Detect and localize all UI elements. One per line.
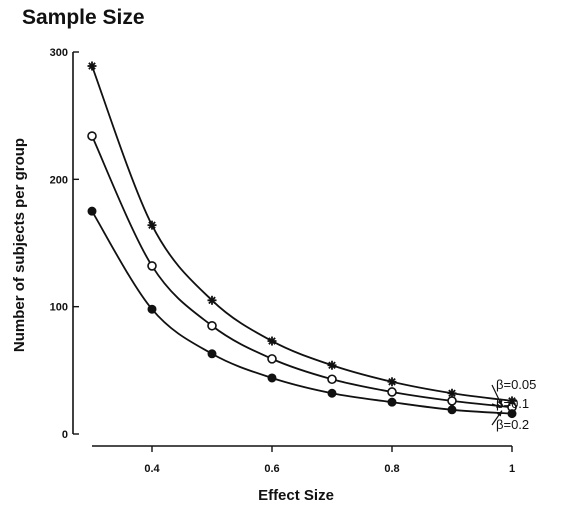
series-arrow-0 [491,384,503,407]
open-circle-marker [447,396,457,406]
x-tick-label: 0.4 [144,463,160,475]
chart-title: Sample Size [22,6,145,29]
filled-circle-marker [507,409,517,419]
open-circle-marker [207,320,217,331]
x-axis-title: Effect Size [258,487,334,504]
series-label-0: β=0.05 [496,377,536,392]
x-tick-label: 0.8 [384,463,399,475]
open-circle-marker [327,374,337,385]
filled-circle-marker [147,304,157,314]
series-curves [91,65,513,415]
series-line-1 [91,135,513,409]
y-tick-label: 0 [62,429,68,441]
filled-circle-marker [87,206,97,216]
open-circle-marker [147,261,157,271]
open-circle-marker [387,387,397,397]
asterisk-marker [147,220,157,230]
axes: 0 100 200 300 0.4 0.6 0.8 1 [50,47,515,475]
filled-circle-marker [327,388,337,398]
asterisk-marker [267,336,277,346]
y-axis-title: Number of subjects per group [11,138,28,352]
y-tick-label: 200 [50,174,68,186]
asterisk-marker [327,360,337,370]
asterisk-marker [387,377,397,387]
open-circle-marker [267,354,277,364]
filled-circle-marker [267,373,277,383]
series-labels: β=0.05 β=0.1 β=0.2 [491,377,536,432]
x-tick-label: 1 [509,463,515,475]
series-arrow-1 [491,403,503,408]
asterisk-marker [87,61,97,71]
filled-circle-marker [447,405,457,415]
asterisk-marker [207,295,217,305]
series-arrow-2 [491,410,503,426]
series-line-0 [91,65,513,402]
y-tick-label: 100 [50,302,68,314]
y-tick-label: 300 [50,47,68,59]
filled-circle-marker [207,349,217,359]
series-label-1: β=0.1 [496,396,529,411]
open-circle-marker [87,131,97,141]
filled-circle-marker [387,397,397,407]
x-tick-label: 0.6 [264,463,279,475]
series-label-2: β=0.2 [496,417,529,432]
series-markers [87,61,517,419]
